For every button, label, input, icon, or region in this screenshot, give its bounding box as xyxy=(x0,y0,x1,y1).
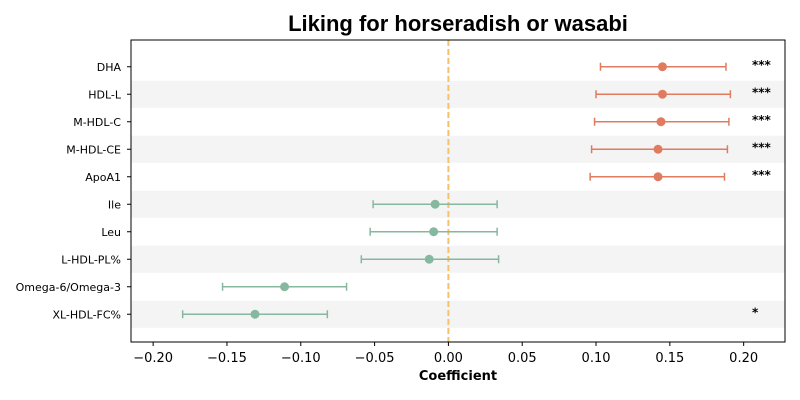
chart-title: Liking for horseradish or wasabi xyxy=(288,11,628,36)
x-tick-label: −0.05 xyxy=(355,351,395,366)
estimate-point xyxy=(280,282,290,292)
estimate-point xyxy=(653,172,663,182)
estimate-point xyxy=(656,117,666,127)
x-tick-label: −0.10 xyxy=(281,351,321,366)
row-label: Ile xyxy=(108,198,121,211)
row-label: HDL-L xyxy=(88,88,122,101)
estimate-point xyxy=(657,89,667,99)
forest-row: L-HDL-PL% xyxy=(61,253,500,266)
significance-label: *** xyxy=(752,113,772,127)
row-label: ApoA1 xyxy=(85,171,121,184)
forest-row: HDL-L *** xyxy=(88,85,771,101)
forest-row: ApoA1 *** xyxy=(85,168,771,184)
estimate-point xyxy=(657,62,667,72)
estimate-point xyxy=(430,199,440,209)
x-tick-label: −0.20 xyxy=(133,351,173,366)
row-label: DHA xyxy=(97,61,122,74)
significance-label: *** xyxy=(752,58,772,72)
forest-row: XL-HDL-FC% * xyxy=(52,305,759,321)
forest-row: DHA *** xyxy=(97,58,772,74)
x-tick-label: −0.15 xyxy=(207,351,247,366)
x-tick-label: 0.00 xyxy=(434,351,463,366)
significance-label: *** xyxy=(752,85,772,99)
significance-label: * xyxy=(752,305,759,319)
x-axis: −0.20 −0.15 −0.10 −0.05 0.00 0.05 0.10 0.15 0.20 xyxy=(133,342,758,366)
row-label: Omega-6/Omega-3 xyxy=(16,281,121,294)
estimate-point xyxy=(250,309,260,319)
estimate-point xyxy=(424,254,434,264)
row-label: M-HDL-C xyxy=(73,116,121,129)
forest-row: M-HDL-C *** xyxy=(73,113,771,129)
x-tick-label: 0.20 xyxy=(729,351,758,366)
significance-label: *** xyxy=(752,168,772,182)
row-label: XL-HDL-FC% xyxy=(52,308,121,321)
forest-row: M-HDL-CE *** xyxy=(66,140,771,156)
forest-row: Omega-6/Omega-3 xyxy=(16,281,348,294)
forest-row: Leu xyxy=(101,226,498,239)
x-axis-label: Coefficient xyxy=(419,369,497,384)
row-label: Leu xyxy=(101,226,121,239)
x-tick-label: 0.05 xyxy=(508,351,537,366)
estimate-point xyxy=(653,144,663,154)
rows-group: DHA ***HDL-L ***M-HDL-C ***M-HDL-CE ***ApoA1… xyxy=(16,58,772,322)
row-label: L-HDL-PL% xyxy=(61,253,121,266)
estimate-point xyxy=(429,227,439,237)
forest-row: Ile xyxy=(108,198,498,211)
significance-label: *** xyxy=(752,140,772,154)
row-label: M-HDL-CE xyxy=(66,143,121,156)
x-tick-label: 0.10 xyxy=(582,351,611,366)
plot-frame xyxy=(130,39,786,343)
x-tick-label: 0.15 xyxy=(655,351,684,366)
